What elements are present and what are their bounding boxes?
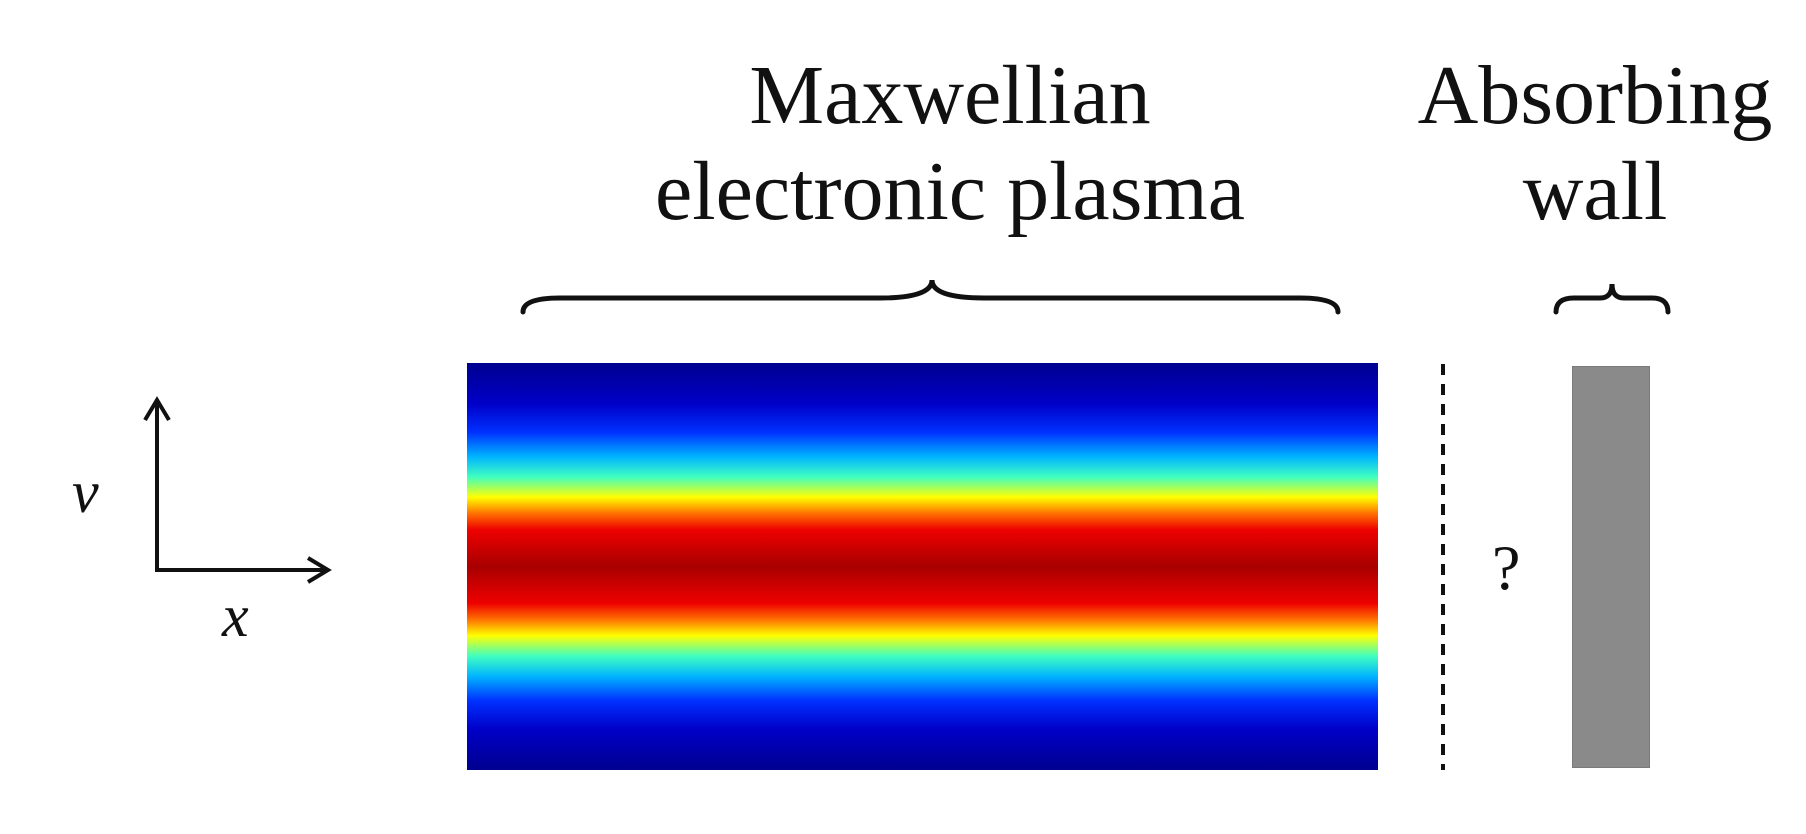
plasma-distribution-field [467, 363, 1378, 770]
v-axis-label: v [72, 459, 99, 525]
wall-heading-line1: Absorbing [1417, 49, 1773, 142]
absorbing-wall-block [1572, 366, 1650, 768]
plasma-heading: Maxwellian electronic plasma [520, 48, 1380, 240]
wall-brace-icon [1553, 283, 1671, 315]
wall-heading-line2: wall [1522, 145, 1668, 238]
axis-arrows-icon [143, 396, 332, 584]
plasma-heading-line1: Maxwellian [749, 49, 1151, 142]
x-axis-label: x [222, 583, 249, 649]
plasma-heading-line2: electronic plasma [654, 145, 1246, 238]
wall-heading: Absorbing wall [1380, 48, 1806, 240]
plasma-brace-icon [520, 279, 1341, 315]
question-mark: ? [1492, 532, 1521, 603]
